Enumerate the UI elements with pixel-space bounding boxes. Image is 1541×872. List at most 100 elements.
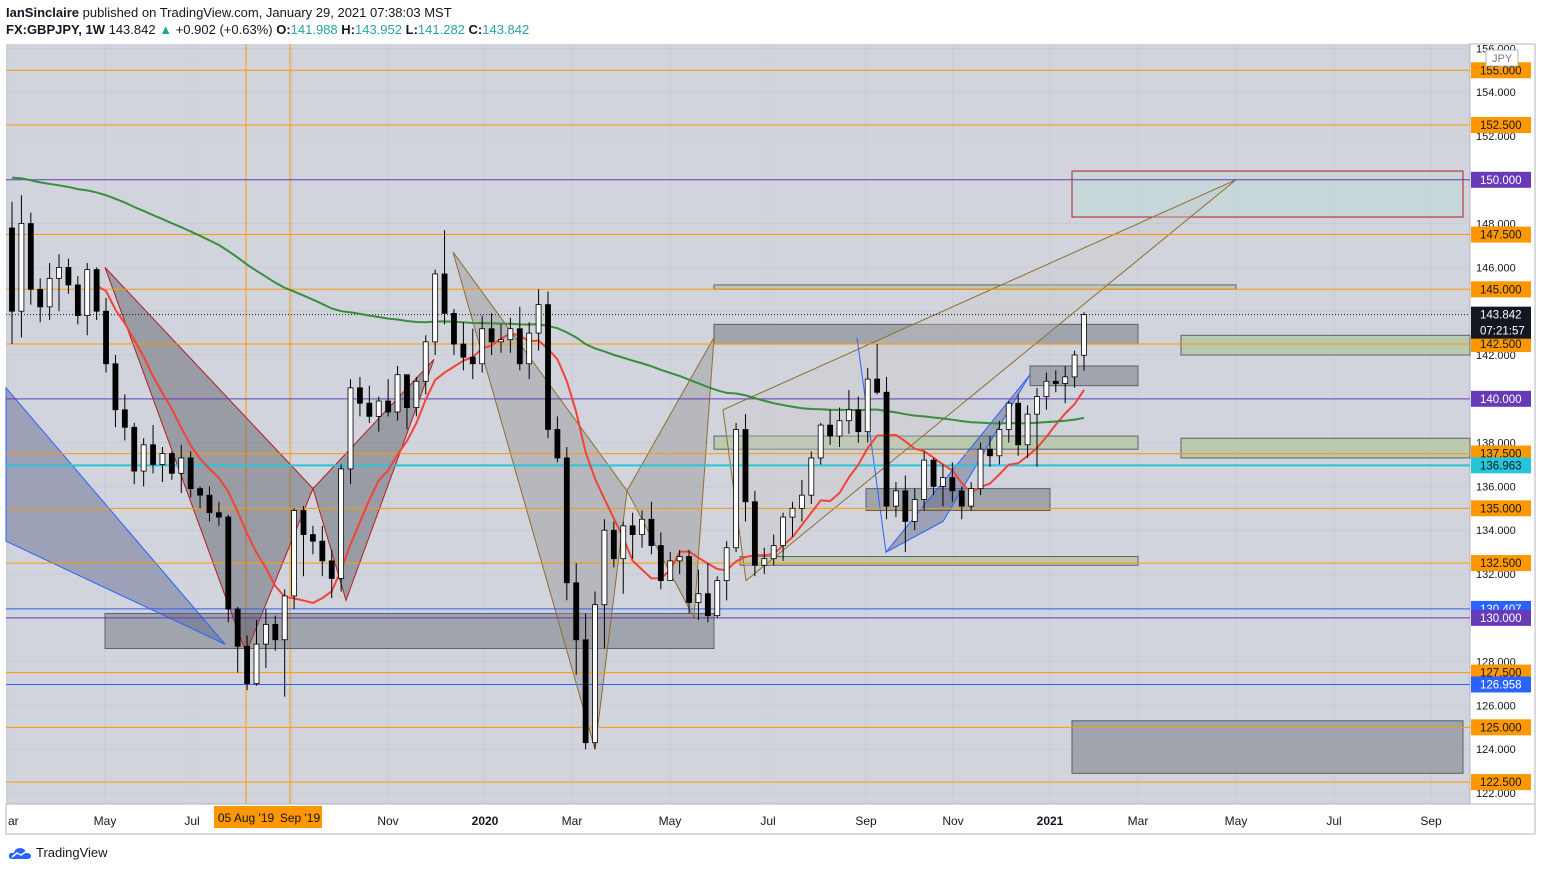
candle-body — [798, 494, 805, 509]
y-tick-label: 126.000 — [1476, 700, 1516, 712]
x-tick-label: Jul — [1326, 814, 1341, 828]
candle-body — [469, 356, 476, 365]
high-label: H: — [341, 22, 355, 37]
candle-body — [1015, 402, 1022, 446]
candle-body — [1024, 413, 1031, 446]
candle-body — [103, 310, 109, 365]
currency-label: JPY — [1492, 53, 1513, 65]
change-up-icon: ▲ — [159, 22, 173, 37]
zone-box — [1071, 720, 1464, 774]
y-tick-label: 136.000 — [1476, 481, 1516, 493]
price-tag — [1471, 555, 1531, 572]
candle-body — [535, 304, 542, 334]
candle-body — [479, 328, 486, 365]
candle-body — [855, 409, 862, 433]
x-tick-label: May — [1225, 814, 1248, 828]
candle-body — [620, 525, 627, 560]
zone-box — [104, 612, 715, 649]
candle-body — [112, 363, 119, 411]
candle-body — [168, 453, 175, 474]
candle-body — [375, 400, 382, 417]
price-tag-label: 150.000 — [1480, 175, 1522, 187]
candle-body — [911, 499, 918, 522]
candle-body — [385, 400, 392, 413]
candle-body — [18, 223, 25, 312]
candle-body — [451, 312, 457, 345]
price-tag-label: 147.500 — [1480, 230, 1522, 242]
price-tag-label: 135.000 — [1480, 503, 1522, 515]
candle-body — [347, 387, 354, 470]
date-marker-tag — [278, 806, 322, 828]
last-price-tag-label: 143.842 — [1480, 310, 1522, 322]
y-tick-label: 132.000 — [1476, 569, 1516, 581]
candle-body — [545, 304, 551, 430]
candle-body — [1071, 354, 1078, 378]
tradingview-cloud-icon — [8, 847, 31, 859]
candle-body — [987, 448, 993, 457]
y-tick-label: 122.000 — [1476, 788, 1516, 800]
candle-body — [253, 643, 260, 684]
price-tag-label: 130.000 — [1480, 613, 1522, 625]
candle-body — [281, 595, 288, 641]
candle-body — [949, 477, 956, 492]
symbol-label[interactable]: FX:GBPJPY, 1W — [6, 22, 105, 37]
x-tick-label: ar — [8, 814, 19, 828]
price-tag — [1471, 226, 1531, 243]
tradingview-logo[interactable]: TradingView — [8, 845, 108, 860]
candle-body — [366, 402, 373, 417]
candle-body — [667, 560, 674, 581]
footer-brand: TradingView — [36, 845, 108, 860]
price-tag — [1471, 171, 1531, 188]
low-label: L: — [405, 22, 418, 37]
candle-body — [733, 429, 739, 549]
y-tick-label: 154.000 — [1476, 87, 1516, 99]
candle-body — [272, 624, 279, 641]
zone-box — [739, 556, 1139, 566]
price-tag — [1471, 117, 1531, 134]
candle-body — [977, 448, 984, 490]
candle-body — [498, 339, 504, 343]
low-value: 141.282 — [417, 22, 465, 37]
price-chart[interactable]: 156.000154.000152.000150.000148.000146.0… — [0, 42, 1541, 842]
price-tag — [1471, 457, 1531, 474]
date-marker-tag — [214, 806, 278, 828]
price-tag-label: 140.000 — [1480, 394, 1522, 406]
x-tick-label: Mar — [562, 814, 583, 828]
candle-body — [234, 608, 241, 647]
open-label: O: — [276, 22, 291, 37]
candle-body — [648, 518, 655, 546]
candle-body — [131, 426, 138, 472]
candle-body — [422, 341, 429, 382]
candle-body — [761, 558, 768, 566]
candle-body — [432, 273, 439, 343]
x-tick-label: Nov — [942, 814, 963, 828]
price-tag — [1471, 609, 1531, 626]
candle-body — [516, 328, 523, 365]
last-price-tag — [1471, 306, 1531, 339]
harmonic-pattern — [856, 337, 1031, 554]
candle-body — [1043, 380, 1050, 398]
candle-body — [1034, 396, 1040, 415]
candle-body — [817, 424, 824, 459]
price-tag-label: 136.963 — [1480, 460, 1522, 472]
publisher-name[interactable]: IanSinclaire — [6, 5, 79, 20]
candle-body — [460, 343, 467, 358]
candle-body — [639, 518, 645, 536]
candle-body — [610, 529, 617, 560]
candle-body — [262, 624, 269, 645]
candle-body — [206, 494, 213, 514]
candle-body — [893, 490, 899, 507]
candle-body — [686, 556, 692, 603]
price-tag — [1471, 336, 1531, 353]
countdown-label: 07:21:57 — [1480, 326, 1525, 338]
price-tag-label: 152.500 — [1480, 120, 1522, 132]
candle-body — [563, 457, 570, 584]
candle-body — [441, 273, 448, 314]
x-tick-label: May — [659, 814, 682, 828]
candle-body — [874, 378, 881, 393]
price-tag — [1471, 500, 1531, 517]
price-tag-label: 155.000 — [1480, 65, 1522, 77]
y-tick-label: 142.000 — [1476, 350, 1516, 362]
price-tag-label: 126.958 — [1480, 679, 1522, 691]
x-tick-label: Sep — [1420, 814, 1442, 828]
